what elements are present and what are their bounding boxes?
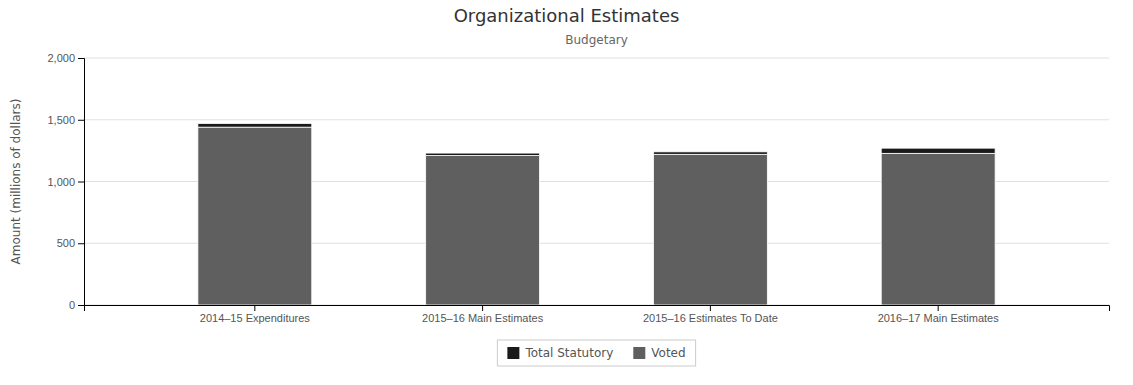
- bar: [881, 153, 995, 305]
- y-tick-label: 1,500: [47, 114, 75, 126]
- x-tick: 2015–16 Main Estimates: [422, 305, 544, 324]
- y-tick-label: 1,000: [47, 176, 75, 188]
- bar: [426, 153, 540, 155]
- x-tick: 2014–15 Expenditures: [200, 305, 311, 324]
- y-tick: 500: [57, 237, 84, 249]
- x-tick-label: 2015–16 Estimates To Date: [643, 312, 778, 324]
- y-tick: 0: [69, 299, 84, 311]
- y-tick: 1,000: [47, 176, 84, 188]
- title: Organizational Estimates: [454, 5, 680, 26]
- y-axis-title: Amount (millions of dollars): [9, 99, 23, 265]
- legend-label: Voted: [651, 346, 685, 360]
- legend-swatch: [507, 347, 519, 359]
- x-tick-mark: [710, 305, 711, 311]
- y-tick-mark: [78, 182, 84, 183]
- bars: [198, 123, 995, 305]
- legend-frame: [497, 340, 695, 366]
- bar-series: [198, 123, 995, 155]
- x-tick-mark: [938, 305, 939, 311]
- y-tick-label: 500: [57, 237, 75, 249]
- y-tick: 2,000: [47, 52, 84, 64]
- y-tick-mark: [78, 305, 84, 306]
- legend-swatch: [633, 347, 645, 359]
- x-tick-mark: [482, 305, 483, 311]
- x-tick: 2016–17 Main Estimates: [878, 305, 1000, 324]
- legend-label: Total Statutory: [524, 346, 613, 360]
- y-tick-mark: [78, 120, 84, 121]
- x-tick: 2015–16 Estimates To Date: [643, 305, 778, 324]
- y-tick-label: 2,000: [47, 52, 75, 64]
- bar: [881, 148, 995, 153]
- y-tick-mark: [78, 58, 84, 59]
- plot: 05001,0001,5002,0002014–15 Expenditures2…: [47, 52, 1109, 324]
- y-tick-mark: [78, 243, 84, 244]
- legend-item: Voted: [633, 346, 685, 360]
- bar: [426, 156, 540, 305]
- x-tick-label: 2014–15 Expenditures: [200, 312, 311, 324]
- bar: [198, 127, 312, 305]
- y-tick-label: 0: [69, 299, 75, 311]
- chart: Organizational Estimates Budgetary 0 500 1,0…: [0, 0, 1133, 385]
- grid-line: [84, 119, 1109, 120]
- bar: [653, 152, 767, 154]
- subtitle: Budgetary: [565, 33, 628, 47]
- y-axis: 0 500 1,000 1,500 2,000: [47, 52, 84, 311]
- x-tick-label: 2016–17 Main Estimates: [878, 312, 1000, 324]
- legend: Total Statutory Voted: [497, 340, 695, 366]
- legend-item: Total Statutory: [507, 346, 613, 360]
- y-axis-line: [78, 59, 85, 306]
- y-tick: 1,500: [47, 114, 84, 126]
- x-axis: 2014–15 Expenditures 2015–16 Main Estimat…: [85, 305, 1110, 324]
- bar-series: [198, 127, 995, 305]
- bar: [198, 123, 312, 127]
- bar: [653, 154, 767, 305]
- grid: [84, 58, 1109, 305]
- x-tick-mark: [254, 305, 255, 311]
- x-tick-label: 2015–16 Main Estimates: [422, 312, 544, 324]
- x-axis-line: [85, 306, 1110, 312]
- grid-line: [84, 58, 1109, 59]
